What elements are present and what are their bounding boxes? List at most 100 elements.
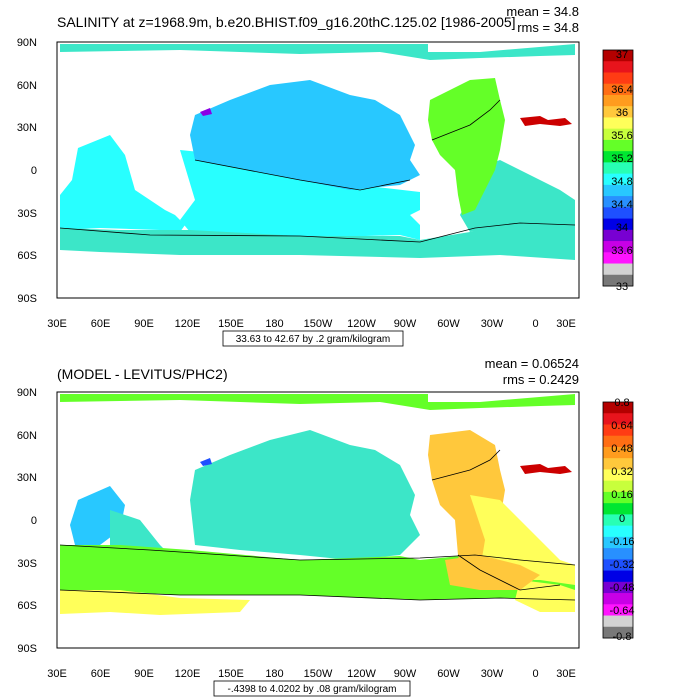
panel-1-xtick: 120E [175,318,201,330]
panel-2-colorbar-label: -0.48 [609,582,634,594]
panel-1-colorbar-label: 36.4 [611,84,632,96]
panel-2-title: (MODEL - LEVITUS/PHC2) [57,366,228,382]
panel-2-contour-line [431,449,501,481]
panel-1-range-box [222,330,404,347]
panel-2-colorbar-label: -0.8 [613,631,632,643]
panel-1-colorbar-label: 34 [616,222,628,234]
panel-2-colorbar-bin [603,615,633,628]
panel-2-xtick: 120E [175,668,201,680]
panel-2-north-pacific [190,430,420,560]
panel-2-colorbar [602,401,634,639]
panel-1-colorbar-bin [603,173,633,186]
panel-2-colorbar-label: 0.16 [611,489,632,501]
panel-1-contour-line [194,159,411,191]
panel-2-southern-ocean-green [60,545,575,600]
panel-2-colorbar-bin [603,435,633,448]
panel-1-title: SALINITY at z=1968.9m, b.e20.BHIST.f09_g… [57,14,516,30]
panel-1-xtick: 30E [556,318,576,330]
panel-1-mediterranean-sea [520,116,572,126]
panel-1-xtick: 150W [304,318,333,330]
panel-1-contour-line [59,222,576,243]
panel-2: (MODEL - LEVITUS/PHC2) mean = 0.06524 rm… [17,356,635,697]
panel-2-xtick: 180 [265,668,283,680]
panel-2-colorbar-bin [603,548,633,560]
panel-1-colorbar-bin [603,94,633,107]
panel-1-colorbar-bin [603,83,633,96]
panel-2-colorbar-label: -0.16 [609,536,634,548]
panel-1-colorbar-label: 35.2 [611,153,632,165]
panel-1-colorbar-bin [603,50,633,62]
panel-2-ocean-field [60,394,575,615]
panel-1-xtick: 90E [134,318,154,330]
panel-1-ytick: 30N [17,122,37,134]
panel-1-mean: mean = 34.8 [506,4,579,19]
panel-1-xtick: 150E [218,318,244,330]
panel-1-ytick: 30S [17,208,37,220]
panel-1-xtick: 30W [481,318,504,330]
panel-1-colorbar-bin [603,196,633,208]
panel-1-x-ticks: 30E 60E 90E 120E 150E 180 150W 120W 90W … [47,318,576,330]
panel-1-xtick: 180 [265,318,283,330]
panel-2-ytick: 60N [17,430,37,442]
panel-2-ytick: 90N [17,387,37,399]
panel-1-frame [56,41,580,299]
panel-2-contour-line [457,554,561,591]
panel-2-colorbar-bin [603,514,633,527]
panel-1-colorbar-label: 37 [616,49,628,61]
panel-1-xtick: 120W [347,318,376,330]
panel-1-colorbar-bin [603,241,633,253]
panel-2-colorbar-bin [603,446,633,459]
panel-1-xtick: 0 [532,318,538,330]
panel-2-ytick: 30N [17,472,37,484]
panel-2-colorbar-bin [603,581,633,594]
panel-2-colorbar-bin [603,536,633,549]
panel-2-xtick: 150W [304,668,333,680]
panel-1-colorbar-label: 35.6 [611,130,632,142]
panel-2-south-atlantic [445,555,540,590]
panel-2-xtick: 60E [91,668,111,680]
panel-1-colorbar-label: 34.8 [611,176,632,188]
panel-1-colorbar-bin [603,229,633,242]
panel-1-ocean-field [60,44,575,260]
panel-2-xtick: 30E [47,668,67,680]
panel-1-rms: rms = 34.8 [517,20,579,35]
panel-1-north-atlantic [428,78,505,215]
panel-2-contour-line [59,544,576,566]
panel-2-x-ticks: 30E 60E 90E 120E 150E 180 150W 120W 90W … [47,668,576,680]
panel-2-xtick: 120W [347,668,376,680]
panel-1-colorbar [602,49,634,287]
panel-2-colorbar-label: 0.48 [611,443,632,455]
panel-1-colorbar-bin [603,252,633,265]
panel-2-colorbar-bin [603,413,633,425]
panel-2-colorbar-bin [603,525,633,538]
panel-1-colorbar-bin [603,61,633,73]
panel-2-southern-ocean-yellow-east [515,580,575,612]
panel-2-colorbar-label: 0.8 [614,397,629,409]
panel-1-xtick: 30E [47,318,67,330]
panel-1-arctic-ocean [60,44,575,60]
panel-2-ytick: 60S [17,600,37,612]
panel-2-colorbar-label: 0.32 [611,466,632,478]
panel-2-colorbar-bin [603,491,633,504]
panel-2-colorbar-frame [602,401,634,639]
panel-1-ytick: 60S [17,250,37,262]
panel-1-colorbar-label: 33.6 [611,245,632,257]
panel-2-colorbar-labels: 0.8 0.64 0.48 0.32 0.16 0 -0.16 -0.32 -0… [609,397,634,643]
panel-2-ytick: 0 [31,515,37,527]
panel-2-colorbar-bin [603,570,633,583]
panel-2-y-ticks: 90N 60N 30N 0 30S 60S 90S [17,387,37,655]
panel-1-colorbar-frame [602,49,634,287]
panel-2-range-box [213,680,411,697]
panel-2-arctic-ocean [60,394,575,410]
panel-1-sea-of-japan [200,108,212,116]
panel-1-colorbar-bin [603,139,633,152]
panel-2-colorbar-bin [603,503,633,515]
panel-1-colorbar-bin [603,72,633,85]
panel-2-ytick: 30S [17,558,37,570]
panel-2-colorbar-label: -0.64 [609,605,634,617]
panel-2-frame [56,391,580,649]
panel-2-colorbar-bin [603,626,633,639]
panel-2-colorbar-label: -0.32 [609,559,634,571]
panel-1-north-pacific [190,80,420,190]
panel-2-range-label: -.4398 to 4.0202 by .08 gram/kilogram [228,684,397,695]
